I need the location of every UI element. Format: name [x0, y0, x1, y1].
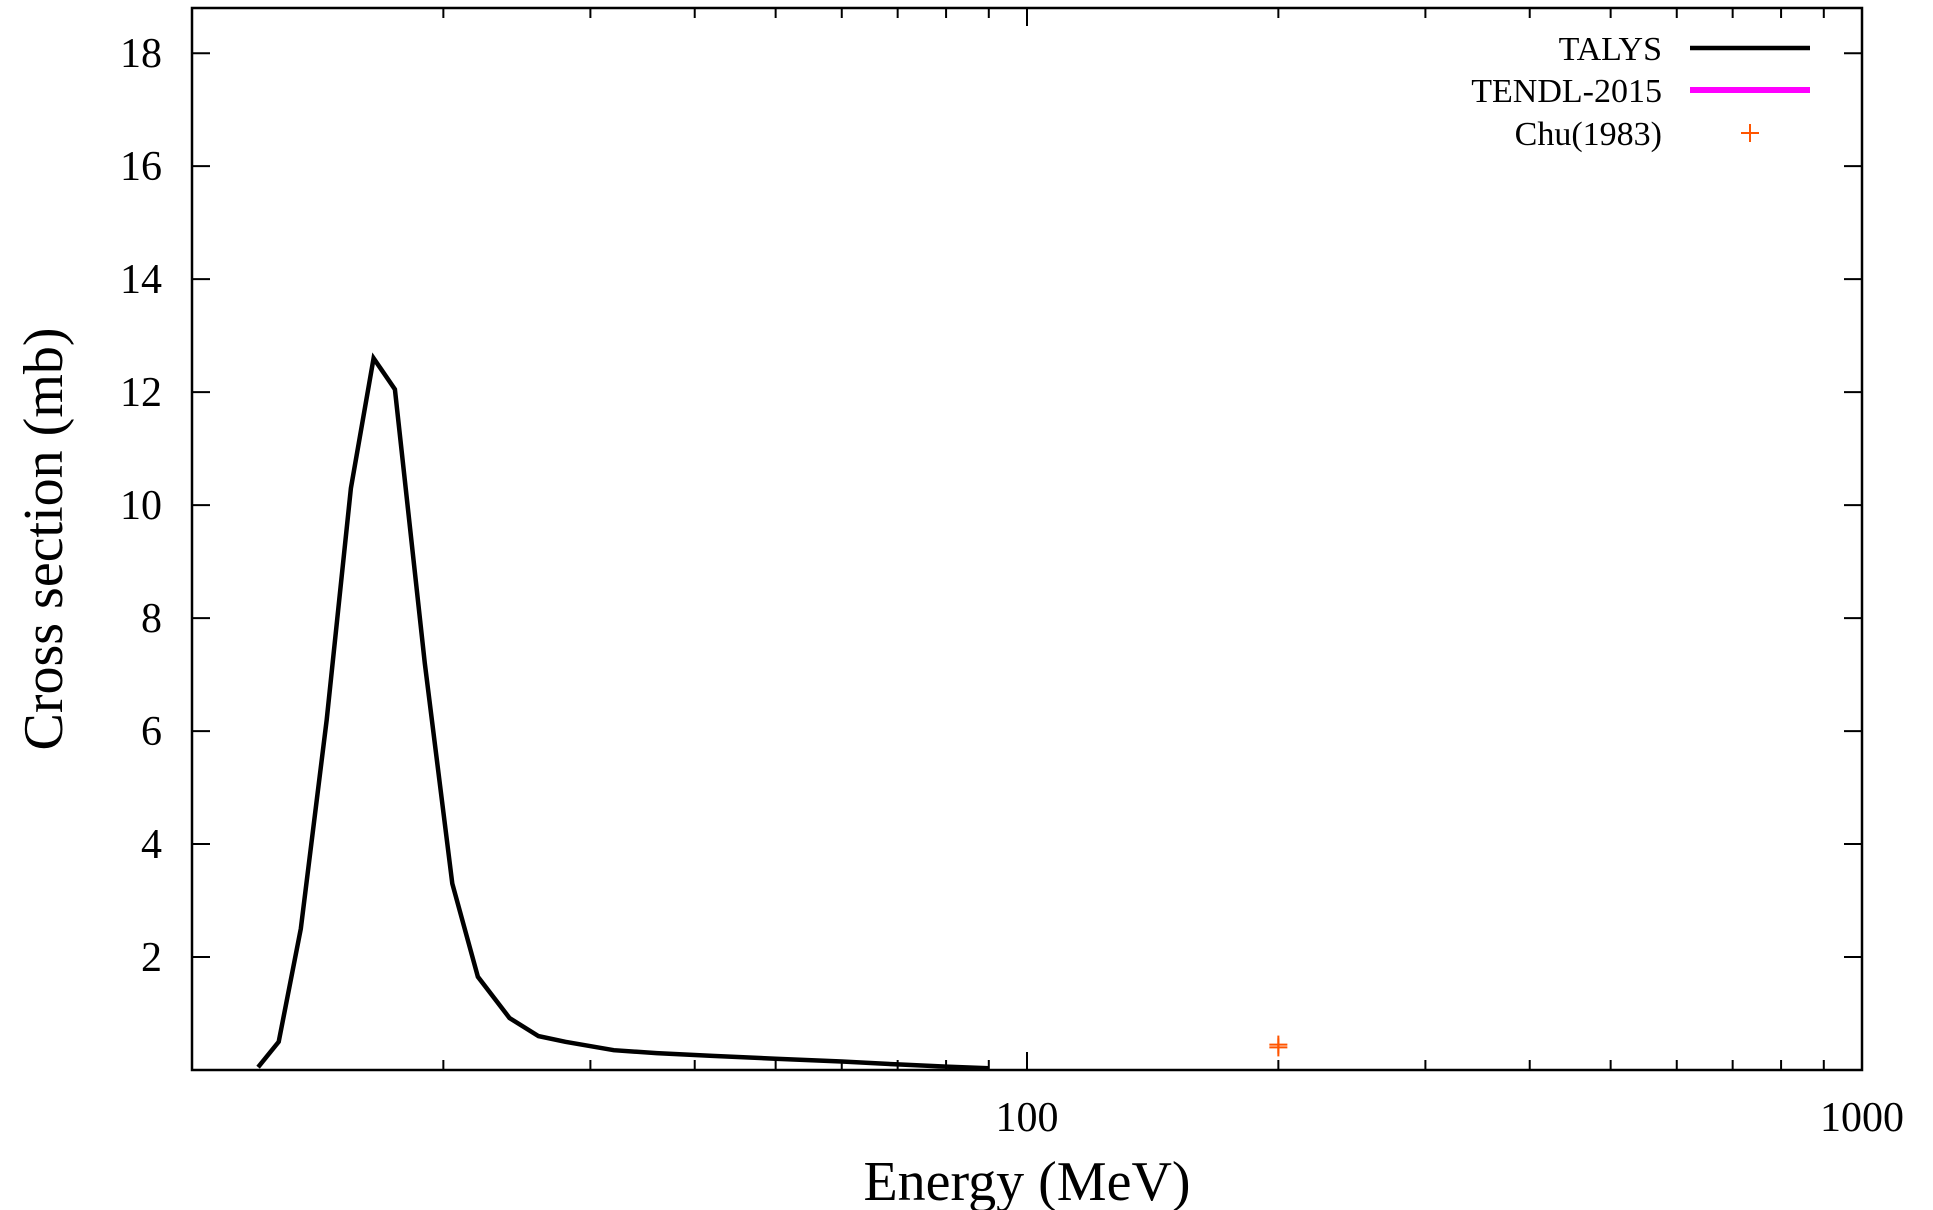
y-tick-label: 8	[141, 596, 162, 642]
series-line-talys	[256, 352, 989, 1071]
y-tick-label: 6	[141, 709, 162, 755]
x-axis-title: Energy (MeV)	[863, 1151, 1190, 1210]
y-tick-label: 2	[141, 935, 162, 981]
legend: TALYS TENDL-2015 Chu(1983)	[1471, 31, 1810, 153]
legend-label: TALYS	[1559, 31, 1662, 68]
x-tick-label: 100	[996, 1095, 1059, 1141]
y-tick-label: 4	[141, 822, 162, 868]
x-tick-label: 1000	[1820, 1095, 1904, 1141]
y-axis-title: Cross section (mb)	[13, 327, 75, 750]
plot-frame	[190, 6, 1864, 1072]
legend-swatch-marker	[1741, 124, 1759, 142]
y-tick-label: 18	[120, 31, 162, 77]
y-tick-label: 14	[120, 257, 162, 303]
data-point-marker	[1269, 1035, 1288, 1054]
legend-label: Chu(1983)	[1515, 116, 1662, 153]
legend-label: TENDL-2015	[1471, 73, 1662, 110]
series-layer	[256, 352, 1288, 1071]
y-tick-label: 12	[120, 370, 162, 416]
y-tick-label: 10	[120, 483, 162, 529]
tick-labels: 2 4 6 8 10 12 14 16 18 100 1000	[120, 31, 1904, 1141]
axis-ticks	[192, 8, 1863, 1070]
y-tick-label: 16	[120, 144, 162, 190]
